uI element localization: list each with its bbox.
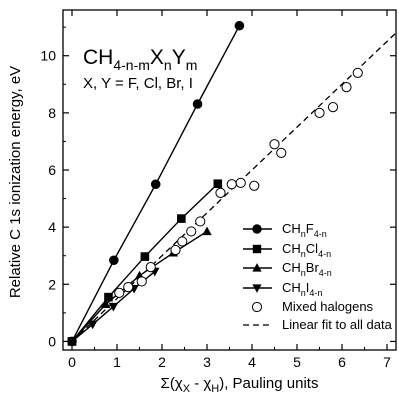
data-point <box>136 276 147 287</box>
y-tick-label: 6 <box>48 162 56 178</box>
data-point <box>123 282 134 293</box>
data-point <box>352 67 363 78</box>
x-tick-label: 7 <box>383 354 391 370</box>
data-point <box>170 244 181 256</box>
plot-data <box>67 20 397 347</box>
data-point <box>140 252 150 261</box>
data-point <box>104 292 113 302</box>
formula-subtext: X, Y = F, Cl, Br, I <box>83 75 193 92</box>
legend-label: Linear fit to all data <box>282 317 393 332</box>
legend-item-0: CHnF4-n <box>243 221 327 239</box>
data-point <box>195 216 206 227</box>
axes: 0 1 2 3 4 5 6 7 0 2 4 6 8 10 <box>40 9 397 370</box>
data-point <box>235 177 246 188</box>
legend-marker <box>252 244 262 254</box>
data-point <box>87 320 98 330</box>
axis-labels: Σ(χX - χH), Pauling units Relative C 1s i… <box>7 66 318 395</box>
y-tick-label: 4 <box>48 219 56 235</box>
x-tick-label: 2 <box>158 354 166 370</box>
data-point <box>186 226 197 237</box>
legend-label: CHnBr4-n <box>282 260 332 278</box>
x-tick-label: 5 <box>293 354 301 370</box>
legend-item-3: CHnI4-n <box>243 280 322 298</box>
data-point <box>276 147 287 158</box>
y-tick-label: 0 <box>48 333 56 349</box>
data-point <box>327 102 339 113</box>
data-point <box>177 214 186 223</box>
legend-marker <box>252 263 262 272</box>
data-point <box>226 179 237 190</box>
data-point <box>269 139 280 150</box>
data-point <box>249 180 260 191</box>
data-point <box>215 187 226 198</box>
data-point <box>109 255 119 266</box>
data-point <box>234 20 245 31</box>
x-tick-label: 6 <box>338 354 346 370</box>
legend-label: CHnI4-n <box>282 280 322 298</box>
data-point <box>114 287 125 298</box>
y-tick-label: 2 <box>48 276 56 292</box>
data-point <box>108 302 119 312</box>
legend-marker <box>252 224 262 234</box>
legend-item-2: CHnBr4-n <box>243 260 332 278</box>
data-point <box>101 299 111 308</box>
legend-label: CHnF4-n <box>282 221 327 239</box>
legend-label: Mixed halogens <box>282 299 374 314</box>
y-tick-label: 8 <box>48 105 56 121</box>
data-point <box>177 236 188 247</box>
data-point <box>150 179 161 190</box>
data-point <box>145 262 156 273</box>
legend-marker <box>251 301 263 313</box>
legend-item-1: CHnCl4-n <box>243 241 331 259</box>
legend-label: CHnCl4-n <box>282 241 331 259</box>
data-point <box>341 82 352 93</box>
formula-text: CH4-n-mXnYm <box>83 46 197 73</box>
x-tick-label: 4 <box>248 354 256 370</box>
x-axis-label: Σ(χX - χH), Pauling units <box>161 375 319 395</box>
formula-annotation: CH4-n-mXnYm X, Y = F, Cl, Br, I <box>83 46 197 92</box>
x-tick-label: 3 <box>203 354 211 370</box>
data-point <box>192 99 203 109</box>
x-tick-label: 1 <box>113 354 121 370</box>
y-tick-label: 10 <box>40 48 56 64</box>
y-axis-label: Relative C 1s ionization energy, eV <box>7 66 24 298</box>
data-point <box>202 226 212 236</box>
legend-item-4: Mixed halogens <box>251 299 374 314</box>
series-4 <box>114 67 363 298</box>
data-point <box>314 107 325 118</box>
data-point <box>213 179 223 189</box>
data-point <box>67 337 77 347</box>
legend-item-fit: Linear fit to all data <box>243 317 393 332</box>
x-tick-label: 0 <box>68 354 76 370</box>
legend-marker <box>252 284 262 293</box>
